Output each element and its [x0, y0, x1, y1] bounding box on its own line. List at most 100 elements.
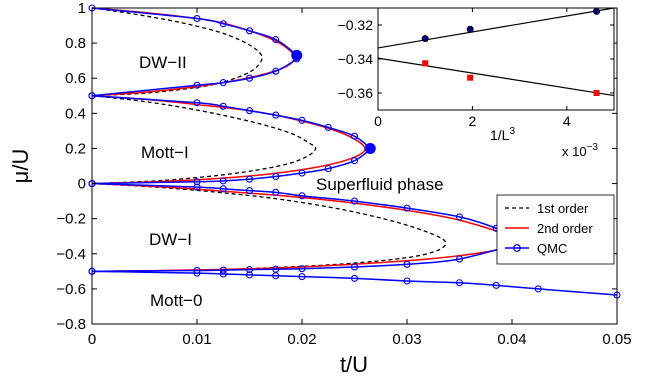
y-tick-label: −0.2 — [56, 211, 86, 228]
y-tick-label: 0.6 — [65, 70, 86, 87]
series-1st-order — [91, 7, 447, 272]
qmc-point — [350, 263, 359, 271]
qmc-point — [272, 36, 280, 44]
qmc-lobe-tip-marker — [364, 142, 376, 154]
qmc-point — [350, 157, 359, 165]
inset-y-tick-label: −0.32 — [338, 17, 374, 33]
qmc-point — [350, 274, 359, 282]
inset-x-axis-label: 1/L3 — [490, 126, 515, 143]
qmc-point — [219, 102, 227, 110]
qmc-point — [272, 67, 280, 75]
qmc-point — [88, 267, 96, 275]
inset-point-circle — [421, 35, 429, 43]
qmc-point — [403, 260, 411, 268]
qmc-point — [193, 99, 201, 107]
qmc-point — [298, 116, 306, 124]
x-tick-label: 0.02 — [287, 331, 316, 348]
region-label-mott1: Mott−I — [141, 143, 189, 162]
qmc-point — [272, 111, 280, 119]
qmc-point — [324, 165, 332, 173]
inset-axis-ticks: 0 2 4 −0.32 −0.34 −0.36 — [338, 8, 614, 129]
qmc-point — [324, 123, 332, 131]
qmc-point — [298, 192, 306, 200]
y-tick-label: 0.4 — [65, 105, 86, 122]
inset-fit-line — [377, 57, 615, 97]
y-tick-label: −0.8 — [56, 316, 86, 333]
qmc-point — [298, 169, 306, 177]
y-tick-label: 1 — [78, 0, 86, 17]
qmc-point — [350, 197, 359, 205]
inset-series-group — [377, 7, 615, 97]
y-tick-label: 0.2 — [65, 140, 86, 157]
qmc-point — [298, 273, 306, 281]
qmc-point — [245, 271, 254, 279]
qmc-point — [219, 270, 227, 278]
y-tick-label: −0.4 — [56, 246, 86, 263]
qmc-point — [193, 183, 201, 191]
inset-point-square — [593, 90, 600, 96]
x-axis-label: t/U — [340, 352, 368, 377]
inset-fit-line — [377, 7, 615, 49]
qmc-point — [88, 92, 96, 100]
region-label-dw1: DW−I — [149, 230, 192, 249]
inset-x-scale-base: x 10 — [562, 144, 587, 159]
qmc-point — [455, 255, 464, 263]
qmc-point — [245, 187, 254, 195]
main-axis-ticks: 0 0.01 0.02 0.03 0.04 0.05 −0.8 −0.6 −0.4 −0.2 0 0.… — [56, 0, 631, 348]
qmc-point — [245, 266, 254, 274]
series-line-0-lobe-2 — [91, 182, 447, 272]
series-line-2-lobe-3 — [91, 270, 618, 296]
inset-x-axis-label-exponent: 3 — [509, 126, 515, 137]
qmc-point — [193, 81, 201, 89]
series-line-0-lobe-0 — [91, 7, 263, 97]
y-axis-label: μ/U — [8, 149, 33, 184]
qmc-point — [219, 20, 227, 28]
x-tick-label: 0.05 — [602, 331, 631, 348]
qmc-point — [403, 277, 411, 285]
qmc-point — [193, 269, 201, 277]
inset-y-tick-label: −0.36 — [338, 85, 374, 101]
inset-x-tick-label: 4 — [563, 113, 571, 129]
qmc-point — [272, 188, 280, 196]
qmc-point — [272, 272, 280, 280]
qmc-point — [272, 172, 280, 181]
qmc-point — [245, 107, 254, 115]
x-tick-label: 0 — [88, 331, 96, 348]
inset-x-scale-exponent: −3 — [587, 142, 599, 153]
legend-label-second-order: 2nd order — [537, 221, 593, 236]
qmc-point — [455, 279, 464, 287]
qmc-point — [219, 79, 227, 87]
x-tick-label: 0.03 — [392, 331, 421, 348]
series-line-1-lobe-1 — [91, 95, 366, 185]
region-label-mott0: Mott−0 — [150, 291, 202, 310]
inset-plot: 0 2 4 −0.32 −0.34 −0.36 1/L3 x 10−3 — [338, 7, 615, 159]
qmc-point — [193, 14, 201, 23]
qmc-point — [492, 281, 500, 289]
legend-label-qmc: QMC — [537, 241, 567, 256]
inset-point-circle — [593, 7, 601, 15]
qmc-point — [219, 266, 227, 274]
qmc-point — [534, 285, 542, 293]
qmc-point — [245, 175, 254, 183]
qmc-lobe-tip-marker — [291, 49, 303, 61]
inset-x-axis-label-base: 1/L — [490, 127, 510, 143]
qmc-point — [613, 291, 621, 299]
y-tick-label: 0 — [78, 176, 86, 193]
qmc-point — [193, 178, 201, 186]
x-tick-label: 0.04 — [497, 331, 526, 348]
inset-point-circle — [466, 25, 474, 33]
inset-point-square — [467, 74, 474, 81]
inset-x-scale-factor: x 10−3 — [562, 142, 598, 159]
qmc-point — [350, 132, 359, 140]
x-tick-label: 0.01 — [182, 331, 211, 348]
legend: 1st order 2nd order QMC — [496, 194, 615, 265]
y-tick-label: −0.6 — [56, 281, 86, 298]
region-label-superfluid: Superfluid phase — [316, 175, 444, 194]
inset-series-0 — [377, 7, 615, 49]
qmc-point — [455, 213, 464, 221]
inset-y-tick-label: −0.34 — [338, 51, 374, 67]
inset-plot-area — [377, 7, 615, 111]
qmc-point — [245, 27, 254, 35]
inset-x-tick-label: 0 — [374, 113, 382, 129]
region-label-dw2: DW−II — [139, 53, 187, 72]
